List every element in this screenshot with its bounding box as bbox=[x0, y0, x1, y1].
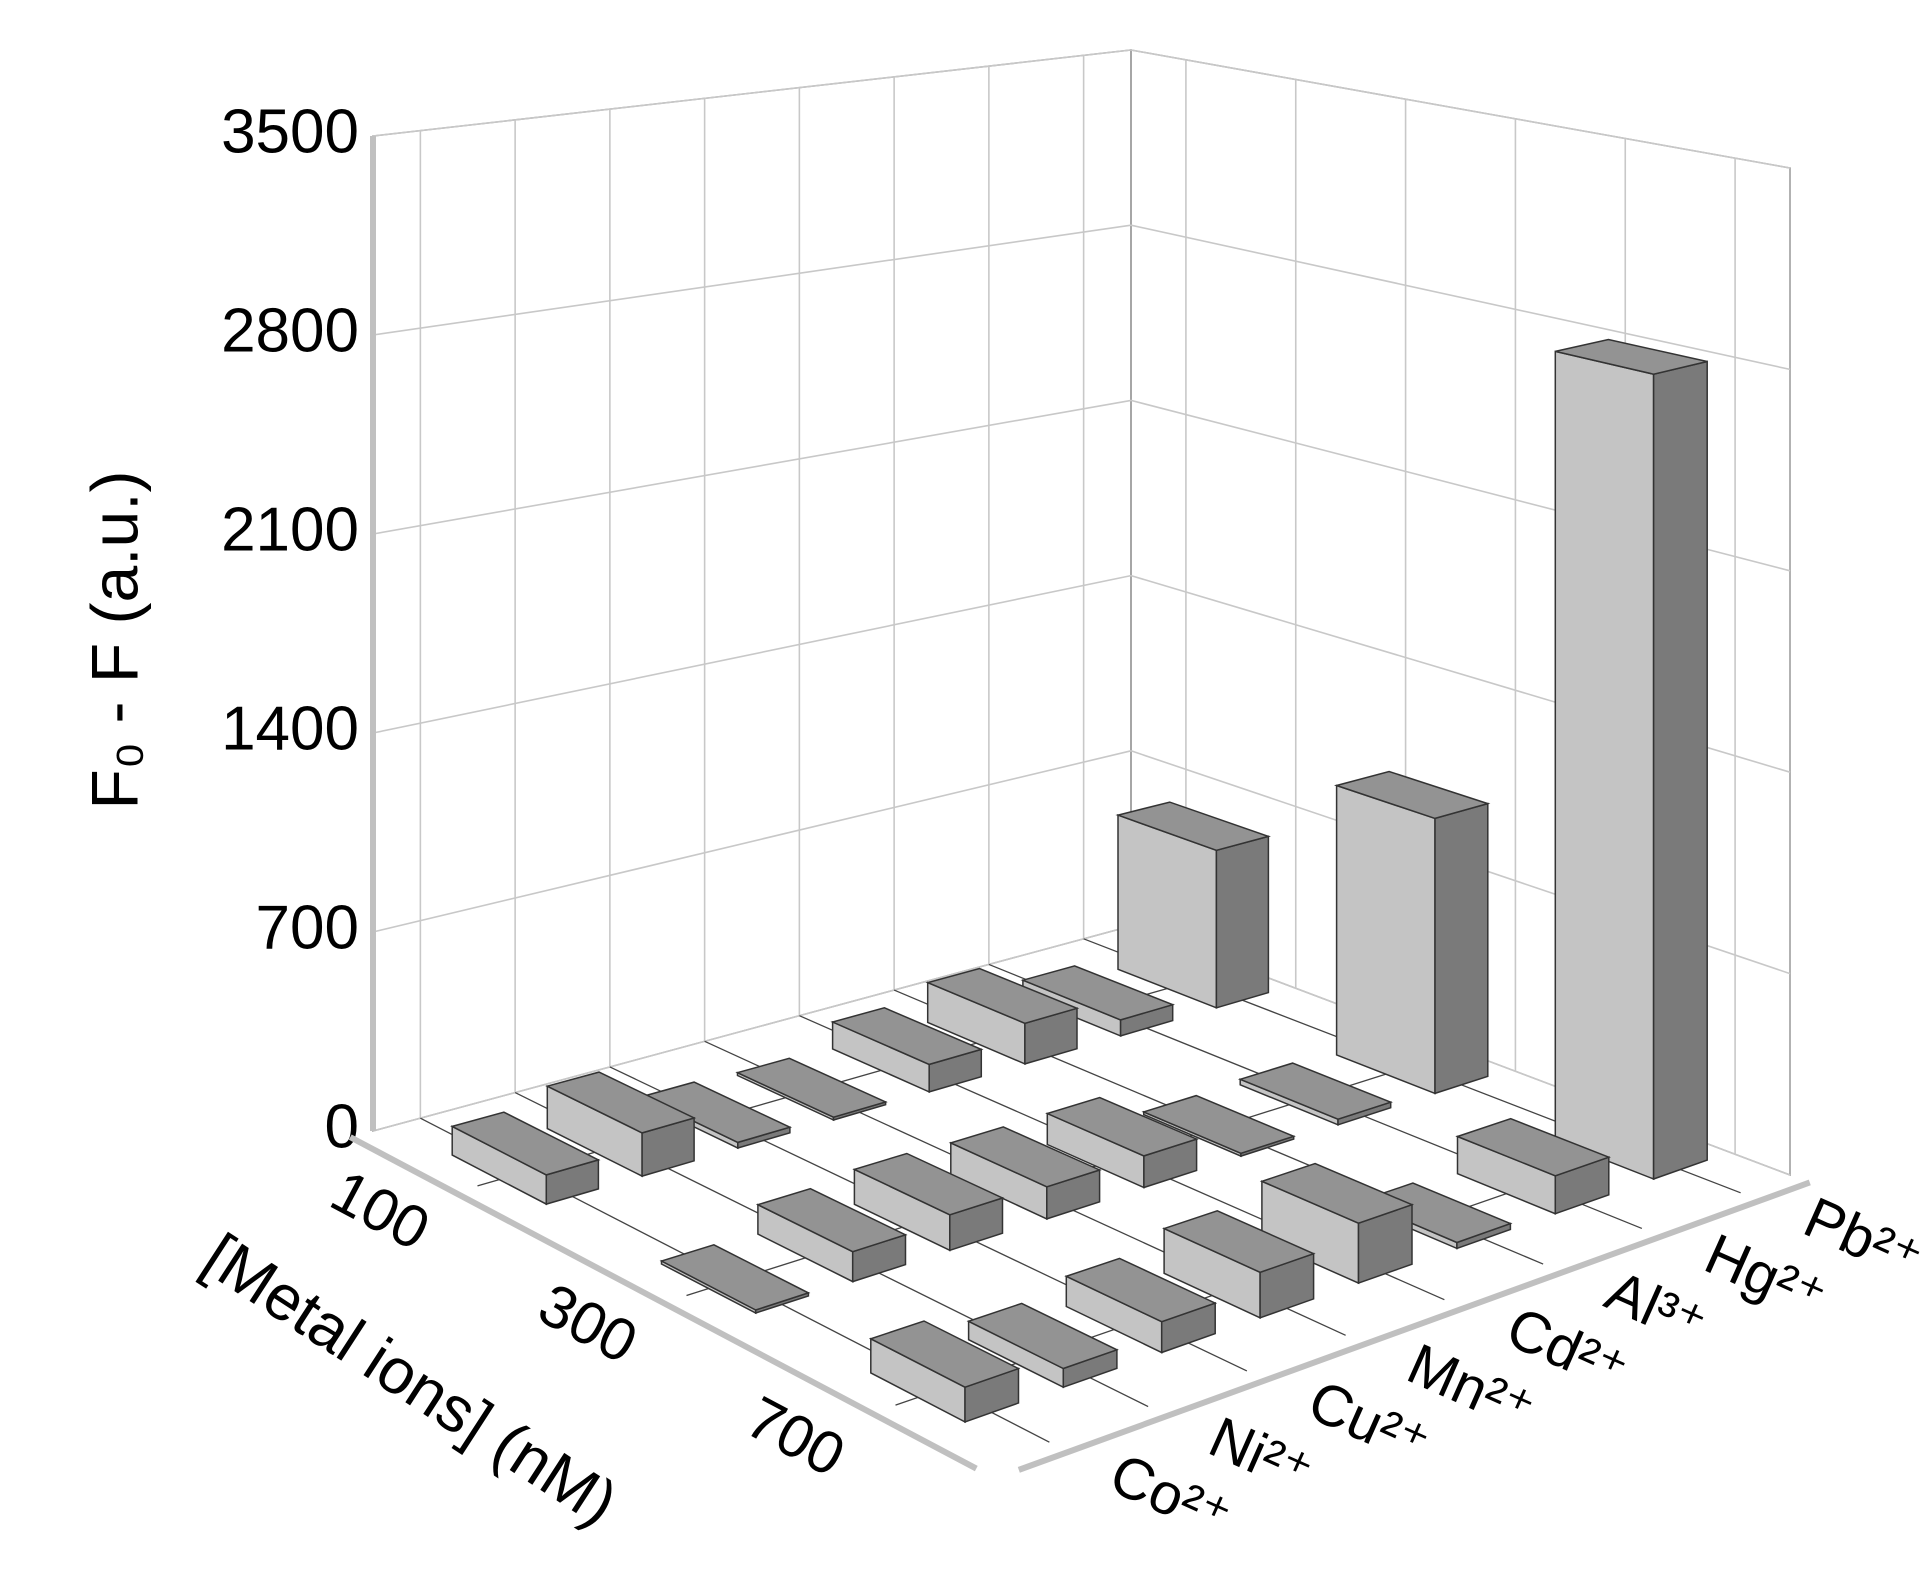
bar bbox=[1064, 1257, 1218, 1354]
bar-side bbox=[1335, 784, 1436, 1095]
left-wall bbox=[372, 49, 1132, 1132]
bar-side bbox=[1554, 350, 1655, 1181]
bar bbox=[948, 1126, 1102, 1221]
bar bbox=[1115, 801, 1271, 1009]
grid-line bbox=[372, 750, 1132, 933]
bar-top bbox=[755, 1187, 908, 1253]
grid-line bbox=[372, 224, 1132, 336]
bar-top bbox=[1455, 1117, 1611, 1177]
bar-top bbox=[1333, 770, 1491, 820]
bar bbox=[1237, 1062, 1393, 1126]
grid-line bbox=[1130, 49, 1791, 169]
bar bbox=[755, 1187, 908, 1283]
y-tick-label: 3500 bbox=[221, 97, 359, 166]
bar bbox=[925, 967, 1080, 1066]
bar-side bbox=[1652, 360, 1708, 1181]
bar-side bbox=[1434, 802, 1489, 1095]
bar bbox=[1141, 1094, 1296, 1158]
bar-top bbox=[925, 967, 1080, 1025]
bar-top bbox=[1064, 1257, 1218, 1323]
y-tick-label: 700 bbox=[256, 893, 359, 962]
bar bbox=[450, 1111, 601, 1206]
grid-line bbox=[372, 574, 1132, 734]
bar-top bbox=[735, 1057, 888, 1118]
bar bbox=[1162, 1209, 1316, 1319]
bar-top bbox=[1020, 965, 1176, 1021]
bar-top bbox=[640, 1081, 793, 1144]
bar-top bbox=[1162, 1209, 1316, 1274]
y-tick-label: 2800 bbox=[221, 296, 359, 365]
grid-line bbox=[372, 49, 1132, 137]
bar bbox=[1045, 1096, 1199, 1189]
bar bbox=[659, 1243, 811, 1315]
bar bbox=[830, 1007, 984, 1094]
y-tick-label: 2100 bbox=[221, 495, 359, 564]
bar bbox=[966, 1302, 1119, 1389]
bar-top bbox=[1555, 338, 1708, 375]
bar bbox=[868, 1320, 1021, 1424]
bar-top bbox=[545, 1071, 697, 1134]
bar-top bbox=[1237, 1062, 1393, 1120]
bar-top bbox=[948, 1126, 1102, 1188]
y-axis-title: F₀ - F (a.u.) bbox=[77, 470, 151, 809]
bar bbox=[1333, 770, 1491, 1095]
bar bbox=[1455, 1117, 1611, 1215]
bar bbox=[1259, 1162, 1415, 1285]
bar bbox=[852, 1152, 1005, 1252]
grid-line bbox=[372, 399, 1132, 535]
grid-line bbox=[372, 925, 1132, 1132]
bar-top bbox=[1141, 1094, 1296, 1155]
y-tick-label: 0 bbox=[325, 1092, 359, 1161]
bar-top bbox=[852, 1152, 1005, 1216]
bar-side bbox=[1215, 835, 1270, 1009]
bar-top bbox=[1259, 1162, 1415, 1225]
bar bbox=[1554, 338, 1708, 1181]
bar-top bbox=[1115, 801, 1271, 852]
bar-top bbox=[966, 1302, 1119, 1370]
bar-top bbox=[830, 1007, 984, 1066]
bar bbox=[545, 1071, 697, 1178]
bar bbox=[735, 1057, 888, 1122]
x-tick-label: 700 bbox=[736, 1383, 856, 1489]
bar-top bbox=[868, 1320, 1021, 1389]
bar-top bbox=[450, 1111, 601, 1176]
bar-top bbox=[1045, 1096, 1199, 1157]
y-tick-label: 1400 bbox=[221, 694, 359, 763]
bar-top bbox=[659, 1243, 811, 1311]
x-axis-line bbox=[348, 1134, 978, 1472]
grid-line bbox=[1130, 224, 1791, 371]
x-axis-title: [Metal ions] (nM) bbox=[191, 1219, 630, 1539]
z-axis-line bbox=[1017, 1179, 1811, 1473]
